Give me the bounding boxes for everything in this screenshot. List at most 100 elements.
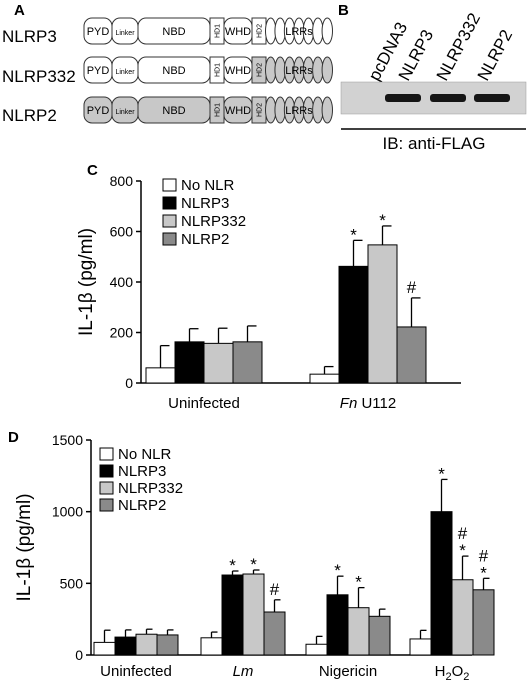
y-tick-label: 200 — [110, 325, 134, 341]
legend-swatch-nlrp3 — [99, 464, 114, 478]
panel-b-letter: B — [338, 2, 349, 19]
x-group-label: H2O2 — [435, 663, 470, 683]
domain-nlrp3-lrrs-repeat — [274, 17, 286, 45]
y-tick-label: 400 — [110, 274, 134, 290]
domain-nlrp2-whd-label: WHD — [225, 105, 251, 117]
domain-nlrp332-lrrs-repeat — [274, 56, 286, 84]
bar-no-nlr — [309, 373, 340, 384]
domain-nlrp2-lrrs-repeat — [312, 96, 324, 124]
bar-nlrp332 — [367, 244, 398, 384]
sig-star: * — [459, 541, 466, 560]
panel-c: C 0 200 400 600 800 IL-1β (pg/ml) Uninfected * *… — [76, 162, 461, 412]
legend-swatch-nlrp2 — [162, 232, 177, 246]
construct-name-nlrp332: NLRP332 — [2, 67, 76, 86]
sig-star: * — [438, 464, 445, 483]
x-group-label: Nigericin — [319, 663, 377, 680]
bar-nlrp2 — [368, 615, 391, 656]
bar-no-nlr — [200, 637, 223, 656]
bar-no-nlr — [305, 643, 328, 656]
bar-nlrp2 — [156, 634, 179, 656]
panel-a-letter: A — [14, 2, 25, 19]
bar-nlrp3 — [326, 594, 349, 656]
domain-nlrp3-lrrs-label: LRRs — [285, 26, 313, 38]
domain-nlrp2-lrrs-repeat — [274, 96, 286, 124]
panel-b: B pcDNA3 NLRP3 NLRP332 NLRP2 IB: anti-FL… — [338, 2, 527, 153]
domain-nlrp332-linker-label: Linker — [115, 69, 135, 76]
construct-name-nlrp3: NLRP3 — [2, 27, 57, 46]
y-tick-label: 1000 — [52, 504, 83, 520]
bar-no-nlr — [409, 638, 432, 656]
bar-nlrp332 — [347, 607, 370, 656]
domain-nlrp2-nbd-label: NBD — [162, 105, 185, 117]
sig-hash: # — [458, 524, 468, 543]
legend-label-no-nlr: No NLR — [118, 446, 172, 463]
blot-band-nlrp3 — [385, 94, 421, 102]
domain-nlrp3-lrrs-repeat — [312, 17, 324, 45]
x-group-label: Uninfected — [168, 395, 240, 412]
domain-nlrp332-lrrs-repeat — [321, 56, 333, 84]
bar-nlrp332 — [242, 573, 265, 656]
y-tick-label: 500 — [60, 575, 84, 591]
sig-star: * — [334, 561, 341, 580]
domain-nlrp332-hd1-label: HD1 — [215, 63, 222, 77]
y-axis-label: IL-1β (pg/ml) — [14, 493, 35, 601]
bar-nlrp3 — [338, 265, 369, 384]
sig-star: * — [355, 573, 362, 592]
domain-nlrp2-hd2-label: HD2 — [257, 103, 264, 117]
bar-nlrp3 — [114, 636, 137, 656]
legend-swatch-no-nlr — [99, 447, 114, 461]
bar-nlrp2 — [232, 341, 263, 384]
domain-nlrp332-pyd-label: PYD — [87, 65, 110, 77]
x-group-label: Lm — [233, 663, 254, 680]
sig-hash: # — [270, 580, 280, 599]
legend-label-nlrp2: NLRP2 — [118, 497, 166, 514]
bar-nlrp2 — [396, 326, 427, 384]
sig-star: * — [229, 556, 236, 575]
bar-nlrp2 — [472, 589, 495, 656]
blot-band-nlrp332 — [430, 94, 466, 102]
legend-label-no-nlr: No NLR — [181, 177, 235, 194]
domain-nlrp3-whd-label: WHD — [225, 26, 251, 38]
sig-star: * — [480, 563, 487, 582]
domain-nlrp332-lrrs-repeat — [265, 56, 277, 84]
domain-nlrp332-lrrs-repeat — [312, 56, 324, 84]
y-tick-label: 800 — [110, 173, 134, 189]
bar-no-nlr — [93, 641, 116, 656]
bar-nlrp3 — [221, 574, 244, 656]
bar-nlrp332 — [135, 633, 158, 656]
panel-d-letter: D — [8, 429, 19, 446]
legend-label-nlrp332: NLRP332 — [181, 213, 246, 230]
domain-nlrp3-hd1-label: HD1 — [215, 24, 222, 38]
sig-hash: # — [407, 278, 417, 297]
domain-nlrp2-linker-label: Linker — [115, 109, 135, 116]
panel-a: A NLRP3 NLRP332 NLRP2 PYD Linker NBD HD1 WHD… — [2, 2, 333, 125]
blot-footer: IB: anti-FLAG — [383, 134, 486, 153]
domain-nlrp2-lrrs-label: LRRs — [285, 105, 313, 117]
blot-band-nlrp2 — [474, 94, 510, 102]
x-group-label: Uninfected — [100, 663, 172, 680]
legend-label-nlrp3: NLRP3 — [181, 195, 229, 212]
y-tick-label: 600 — [110, 224, 134, 240]
bar-nlrp3 — [430, 511, 453, 656]
legend-swatch-no-nlr — [162, 178, 177, 192]
domain-nlrp2-lrrs-repeat — [321, 96, 333, 124]
y-axis-label: IL-1β (pg/ml) — [76, 228, 97, 336]
legend-label-nlrp3: NLRP3 — [118, 463, 166, 480]
legend-swatch-nlrp332 — [99, 481, 114, 495]
y-tick-label: 0 — [75, 647, 83, 663]
lane-label-nlrp2: NLRP2 — [474, 27, 517, 84]
bar-nlrp332 — [451, 579, 474, 656]
sig-hash: # — [479, 546, 489, 565]
y-tick-label: 1500 — [52, 432, 83, 448]
domain-nlrp3-nbd-label: NBD — [162, 26, 185, 38]
domain-nlrp2-lrrs-repeat — [265, 96, 277, 124]
western-blot — [340, 81, 527, 115]
bar-nlrp2 — [263, 611, 286, 656]
legend-swatch-nlrp2 — [99, 498, 114, 512]
domain-nlrp332-nbd-label: NBD — [162, 65, 185, 77]
domain-nlrp332-lrrs-label: LRRs — [285, 65, 313, 77]
